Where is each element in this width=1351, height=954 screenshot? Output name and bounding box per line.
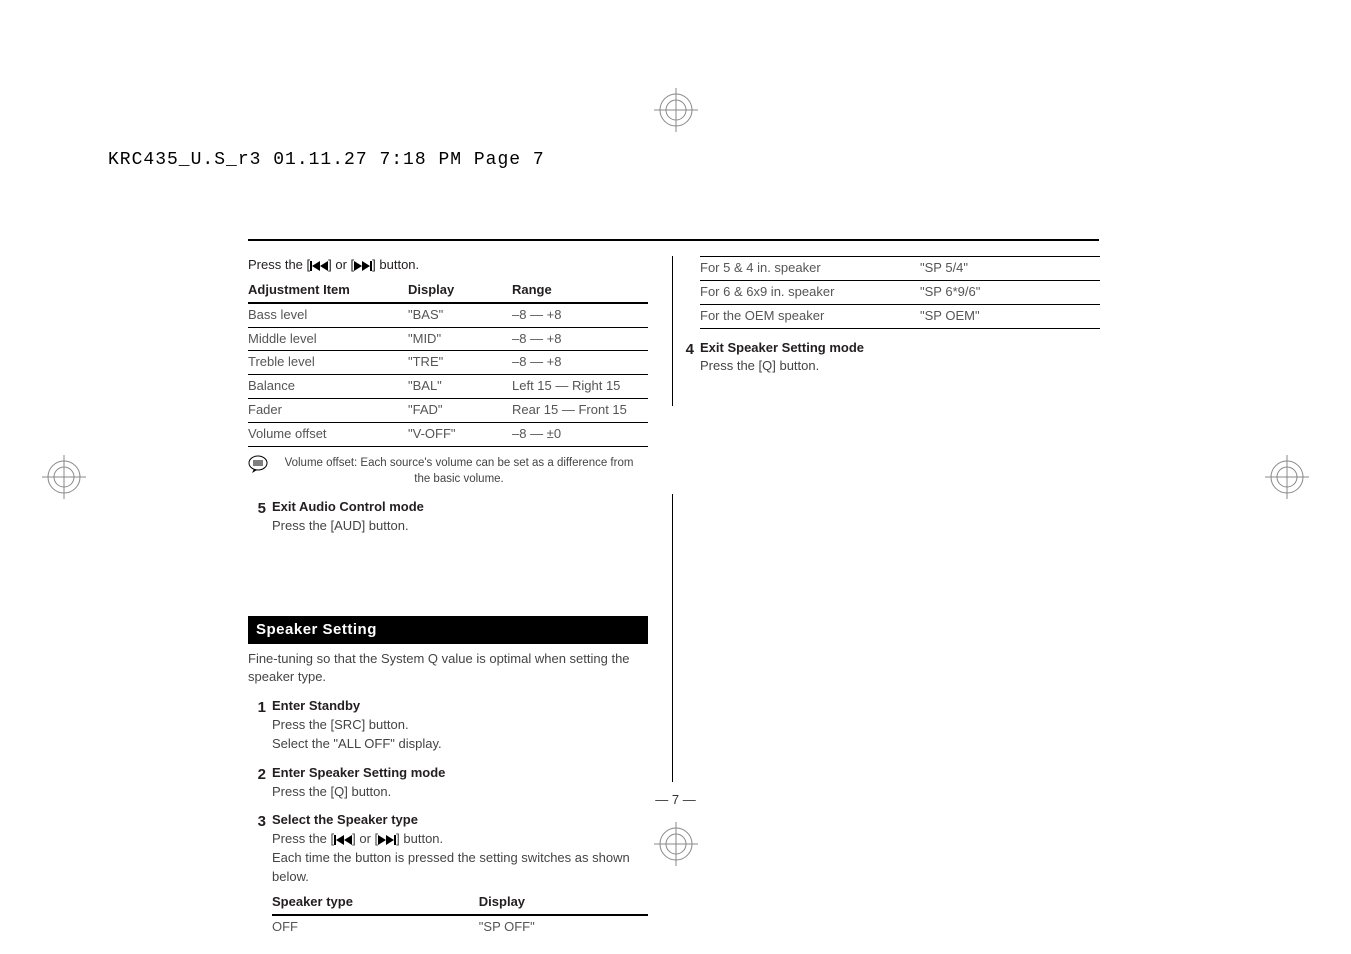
step-number: 3 <box>248 811 266 938</box>
step-line: Press the [SRC] button. <box>272 716 648 735</box>
next-track-icon <box>378 835 396 845</box>
instr-suffix: ] button. <box>372 257 419 272</box>
print-header: KRC435_U.S_r3 01.11.27 7:18 PM Page 7 <box>108 150 545 170</box>
instr-prefix: Press the [ <box>248 257 310 272</box>
page-number: — 7 — <box>0 792 1351 807</box>
press-instruction: Press the [ ] or [ ] button. <box>248 256 648 275</box>
sp-header-display: Display <box>479 891 648 915</box>
step-number: 1 <box>248 697 266 754</box>
table-row: Fader"FAD"Rear 15 — Front 15 <box>248 399 648 423</box>
step-5: 5 Exit Audio Control mode Press the [AUD… <box>248 498 648 536</box>
step-4: 4 Exit Speaker Setting mode Press the [Q… <box>676 339 1100 377</box>
reg-mark-top <box>654 88 698 132</box>
column-divider-2 <box>672 494 673 782</box>
note-icon <box>248 455 270 479</box>
step-title: Enter Standby <box>272 697 648 716</box>
speaker-type-table: Speaker type Display OFF "SP OFF" <box>272 891 648 939</box>
step-line: Press the [Q] button. <box>700 357 1100 376</box>
step-1: 1 Enter Standby Press the [SRC] button. … <box>248 697 648 754</box>
volume-offset-note: Volume offset: Each source's volume can … <box>248 455 648 488</box>
adj-header-item: Adjustment Item <box>248 279 408 303</box>
table-row: For 5 & 4 in. speaker"SP 5/4" <box>700 257 1100 281</box>
next-track-icon <box>354 261 372 271</box>
reg-mark-right <box>1265 455 1309 499</box>
table-row: Treble level"TRE"–8 — +8 <box>248 351 648 375</box>
step-title: Exit Audio Control mode <box>272 498 648 517</box>
prev-track-icon <box>334 835 352 845</box>
note-text: Volume offset: Each source's volume can … <box>270 455 648 488</box>
step-line: Press the [] or [] button. <box>272 830 648 849</box>
section-intro: Fine-tuning so that the System Q value i… <box>248 650 648 688</box>
section-heading: Speaker Setting <box>248 616 648 644</box>
table-row: OFF "SP OFF" <box>272 915 648 939</box>
table-row: For the OEM speaker"SP OEM" <box>700 304 1100 328</box>
table-row: Balance"BAL"Left 15 — Right 15 <box>248 375 648 399</box>
column-divider-1 <box>672 256 673 406</box>
speaker-type-table-cont: For 5 & 4 in. speaker"SP 5/4" For 6 & 6x… <box>700 256 1100 329</box>
table-row: For 6 & 6x9 in. speaker"SP 6*9/6" <box>700 280 1100 304</box>
step-title: Select the Speaker type <box>272 811 648 830</box>
step-3: 3 Select the Speaker type Press the [] o… <box>248 811 648 938</box>
prev-track-icon <box>310 261 328 271</box>
table-row: Volume offset"V-OFF"–8 — ±0 <box>248 422 648 446</box>
table-row: Middle level"MID"–8 — +8 <box>248 327 648 351</box>
reg-mark-left <box>42 455 86 499</box>
table-row: Bass level"BAS"–8 — +8 <box>248 303 648 327</box>
step-line: Each time the button is pressed the sett… <box>272 849 648 887</box>
adjustment-table: Adjustment Item Display Range Bass level… <box>248 279 648 447</box>
instr-mid: ] or [ <box>328 257 354 272</box>
adj-header-range: Range <box>512 279 648 303</box>
right-column: For 5 & 4 in. speaker"SP 5/4" For 6 & 6x… <box>700 256 1100 376</box>
step-number: 5 <box>248 498 266 536</box>
adj-header-display: Display <box>408 279 512 303</box>
reg-mark-bottom <box>654 822 698 866</box>
sp-header-type: Speaker type <box>272 891 479 915</box>
top-rule <box>248 239 1099 241</box>
step-title: Enter Speaker Setting mode <box>272 764 648 783</box>
left-column: Press the [ ] or [ ] button. Adjustment It… <box>248 256 648 939</box>
step-number: 4 <box>676 339 694 377</box>
step-line: Press the [AUD] button. <box>272 517 648 536</box>
step-title: Exit Speaker Setting mode <box>700 339 1100 358</box>
step-line: Select the "ALL OFF" display. <box>272 735 648 754</box>
